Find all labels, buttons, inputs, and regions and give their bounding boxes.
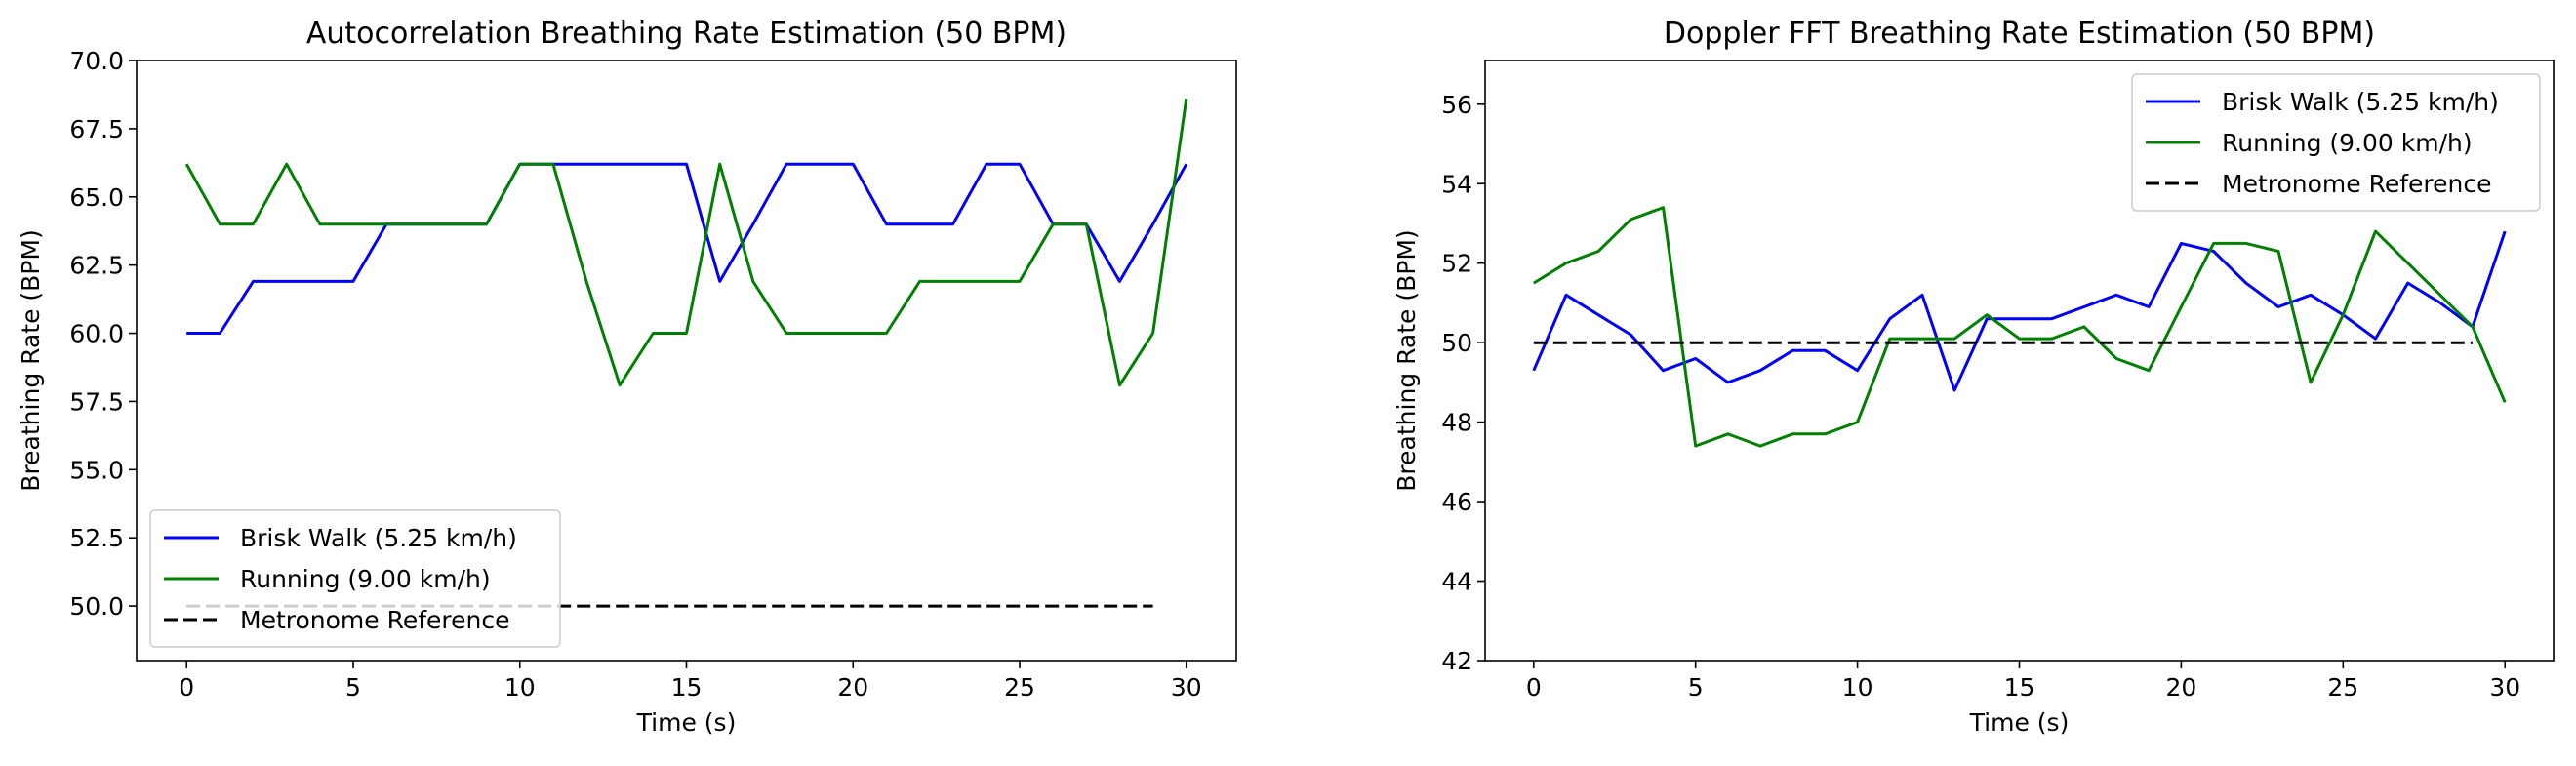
legend-label: Running (9.00 km/h): [240, 565, 491, 593]
series-line-0: [1532, 230, 2507, 392]
x-tick-label: 0: [179, 673, 194, 702]
y-tick-label: 48: [1441, 409, 1472, 437]
series-line-0: [186, 162, 1188, 335]
y-tick-label: 62.5: [69, 252, 124, 280]
legend-label: Metronome Reference: [240, 606, 510, 634]
chart-doppler-fft: Doppler FFT Breathing Rate Estimation (5…: [1392, 17, 2555, 737]
x-tick-label: 10: [504, 673, 536, 702]
legend: Brisk Walk (5.25 km/h) Running (9.00 km/h…: [2131, 73, 2541, 212]
y-tick-label: 44: [1441, 568, 1472, 596]
x-tick-label: 30: [1171, 673, 1202, 702]
legend-box: [149, 509, 561, 648]
x-tick-label: 0: [1526, 673, 1542, 702]
x-axis-label: Time (s): [1969, 708, 2070, 737]
legend: Brisk Walk (5.25 km/h) Running (9.00 km/h…: [149, 509, 561, 648]
x-tick-label: 5: [345, 673, 361, 702]
x-tick-label: 20: [837, 673, 868, 702]
y-tick-label: 55.0: [69, 456, 124, 484]
x-tick-label: 30: [2489, 673, 2520, 702]
y-tick-label: 67.5: [69, 115, 124, 143]
legend-label: Metronome Reference: [2222, 170, 2492, 198]
y-axis-label: Breathing Rate (BPM): [1392, 229, 1421, 491]
legend-label: Brisk Walk (5.25 km/h): [2222, 88, 2499, 116]
x-tick-label: 20: [2166, 673, 2197, 702]
x-tick-label: 15: [671, 673, 703, 702]
x-axis-label: Time (s): [636, 708, 737, 737]
legend-box: [2131, 73, 2541, 212]
y-tick-label: 57.5: [69, 387, 124, 416]
y-tick-label: 42: [1441, 647, 1472, 675]
y-tick-label: 65.0: [69, 183, 124, 212]
legend-label: Brisk Walk (5.25 km/h): [240, 524, 517, 552]
series-line-1: [184, 98, 1188, 387]
y-tick-label: 50.0: [69, 592, 124, 621]
y-tick-label: 50: [1441, 329, 1472, 357]
series-line-1: [1533, 206, 2507, 448]
chart-title: Doppler FFT Breathing Rate Estimation (5…: [1664, 17, 2375, 51]
x-tick-label: 15: [2004, 673, 2035, 702]
x-tick-label: 5: [1688, 673, 1704, 702]
y-tick-label: 52.5: [69, 524, 124, 552]
y-tick-label: 52: [1441, 250, 1472, 278]
y-axis-label: Breathing Rate (BPM): [17, 229, 45, 491]
chart-autocorrelation: Autocorrelation Breathing Rate Estimatio…: [17, 17, 1237, 737]
y-tick-label: 56: [1441, 91, 1472, 119]
x-tick-label: 25: [1004, 673, 1035, 702]
y-tick-label: 46: [1441, 488, 1472, 516]
x-tick-label: 10: [1842, 673, 1873, 702]
y-tick-label: 54: [1441, 170, 1472, 198]
x-tick-label: 25: [2327, 673, 2358, 702]
y-tick-label: 60.0: [69, 320, 124, 348]
chart-title: Autocorrelation Breathing Rate Estimatio…: [306, 17, 1067, 51]
legend-label: Running (9.00 km/h): [2222, 129, 2473, 157]
y-tick-label: 70.0: [69, 47, 124, 75]
